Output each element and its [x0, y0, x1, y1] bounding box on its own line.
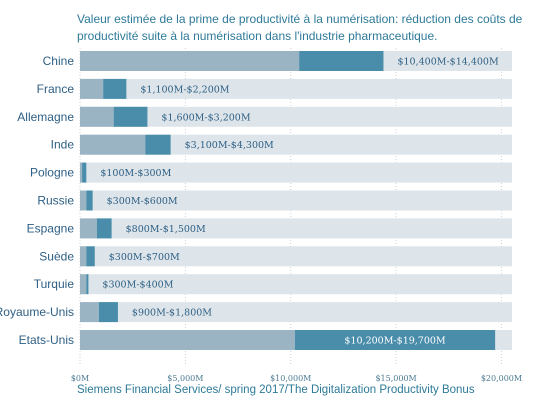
bar-low-segment — [80, 190, 87, 211]
bar-track — [80, 106, 512, 127]
country-label: Chine — [43, 54, 75, 68]
country-label: Espagne — [27, 221, 75, 235]
bar-track — [80, 134, 512, 155]
bar-track — [80, 162, 512, 183]
bar-low-segment — [80, 134, 146, 155]
range-label: $1,100M-$2,200M — [140, 84, 229, 95]
bar-track — [80, 218, 512, 239]
range-labels: $10,400M-$14,400M $1,100M-$2,200M $1,600M-… — [100, 57, 499, 347]
range-label: $900M-$1,800M — [132, 308, 212, 319]
country-label: Etats-Unis — [19, 333, 74, 347]
x-tick-label: $10,000M — [270, 374, 311, 383]
country-label: Russie — [37, 194, 74, 208]
bar-range-segment — [103, 78, 127, 99]
range-label: $3,100M-$4,300M — [185, 140, 274, 151]
range-label: $300M-$600M — [107, 196, 178, 207]
bar-track — [80, 302, 512, 323]
bar-range-segment — [86, 190, 93, 211]
chart-title: Valeur estimée de la prime de productivi… — [77, 12, 523, 43]
bar-range-segment — [86, 274, 89, 295]
country-labels: Chine France Allemagne Inde Pologne Russie Esp… — [0, 54, 74, 347]
range-label: $10,400M-$14,400M — [397, 57, 499, 68]
country-label: Allemagne — [17, 110, 74, 124]
x-tick-label: $20,000M — [481, 374, 522, 383]
bar-low-segment — [80, 302, 99, 323]
source-credit: Siemens Financial Services/ spring 2017/… — [77, 384, 475, 396]
country-label: Pologne — [30, 166, 74, 180]
bars — [80, 51, 496, 350]
x-tick-label: $5,000M — [167, 374, 203, 383]
range-label: $300M-$700M — [109, 252, 180, 263]
country-label: Turquie — [34, 277, 75, 291]
bar-low-segment — [80, 51, 300, 71]
bar-track — [80, 274, 512, 295]
country-label: Suède — [39, 249, 74, 263]
country-label: Inde — [51, 138, 75, 152]
range-label: $800M-$1,500M — [126, 224, 206, 235]
range-label: $300M-$400M — [102, 280, 173, 291]
bar-low-segment — [80, 78, 104, 99]
bar-low-segment — [80, 218, 97, 239]
bar-range-segment — [113, 106, 148, 127]
country-label: France — [37, 82, 75, 96]
bar-low-segment — [80, 274, 87, 295]
bar-track — [80, 246, 512, 267]
bar-range-segment — [294, 330, 496, 350]
bar-low-segment — [80, 162, 83, 183]
bar-low-segment — [80, 330, 295, 350]
bar-range-segment — [299, 51, 384, 71]
bar-range-segment — [145, 134, 171, 155]
range-label: $100M-$300M — [100, 168, 171, 179]
x-tick-label: $15,000M — [375, 374, 416, 383]
x-axis-tick-labels: $0M $5,000M $10,000M $15,000M $20,000M — [71, 374, 522, 383]
bar-low-segment — [80, 106, 114, 127]
range-label: $10,200M-$19,700M — [344, 336, 446, 347]
bar-low-segment — [80, 246, 87, 267]
bar-range-segment — [82, 162, 87, 183]
range-label: $1,600M-$3,200M — [161, 112, 250, 123]
bar-track — [80, 78, 512, 99]
bar-range-segment — [98, 302, 118, 323]
country-label: Royaume-Unis — [0, 305, 74, 319]
bar-range-segment — [96, 218, 112, 239]
bar-range-segment — [86, 246, 95, 267]
bar-track — [80, 190, 512, 211]
x-tick-label: $0M — [71, 374, 89, 383]
